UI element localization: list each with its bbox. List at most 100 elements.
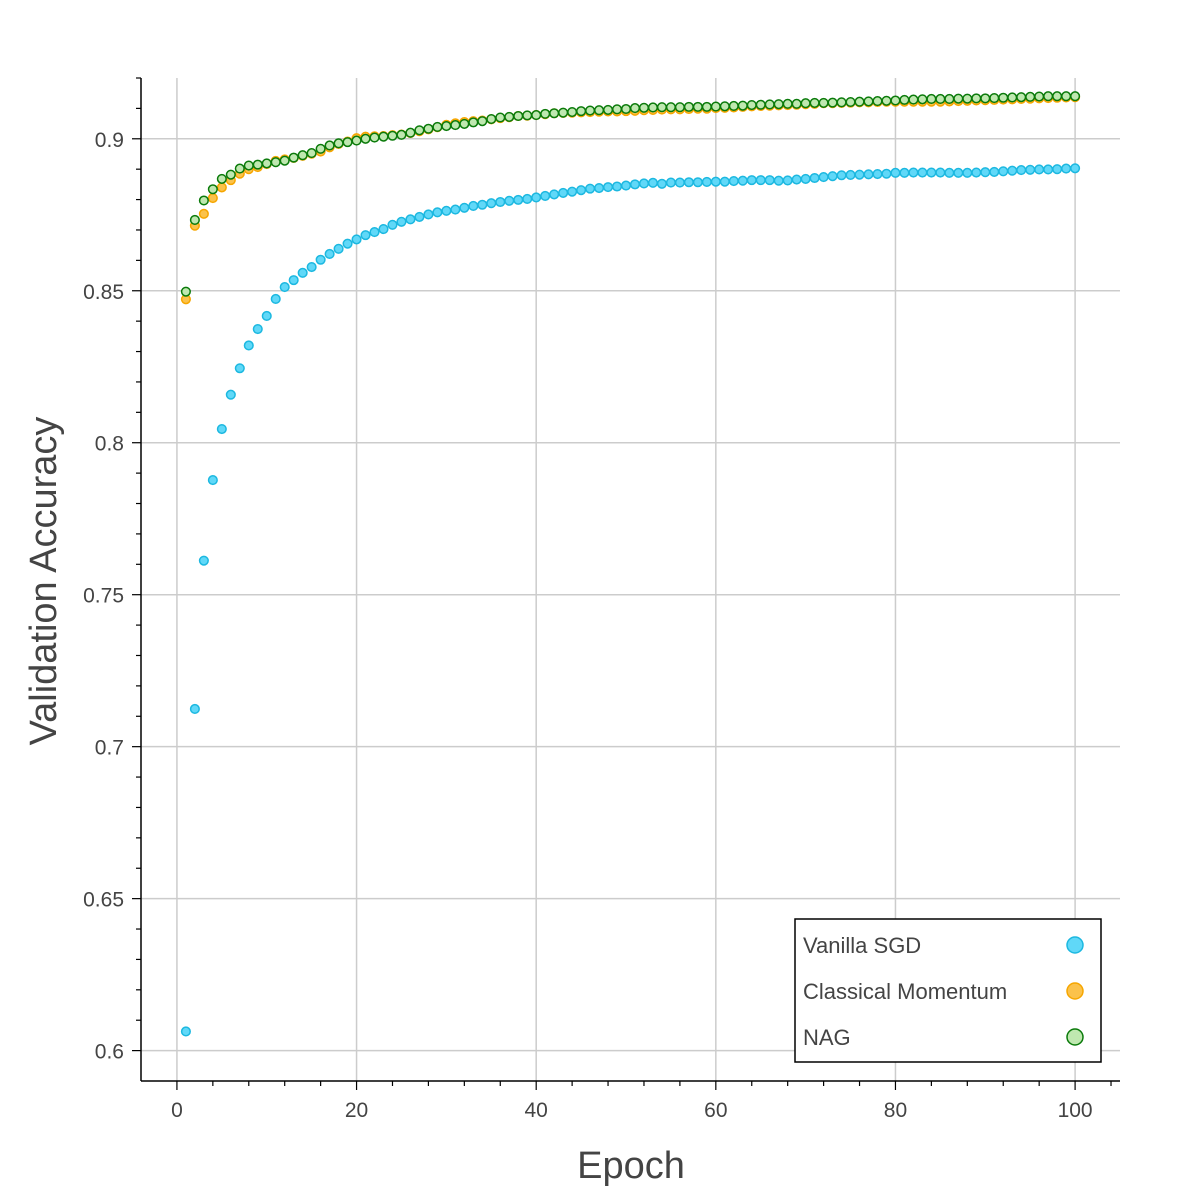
data-point bbox=[656, 178, 667, 189]
data-point bbox=[549, 189, 560, 200]
axes: 0 20 40 60 80 100 0.6 0.65 0.7 0.75 0.8 0.85 0.9 bbox=[83, 77, 1120, 1122]
data-point bbox=[225, 389, 236, 400]
data-point bbox=[1043, 164, 1054, 175]
data-point bbox=[189, 703, 200, 715]
data-point bbox=[656, 102, 667, 113]
y-tick-label: 0.8 bbox=[95, 433, 124, 456]
x-tick-label: 20 bbox=[345, 1099, 368, 1122]
data-point bbox=[441, 120, 452, 132]
data-point bbox=[342, 137, 353, 148]
data-point bbox=[1070, 91, 1081, 102]
data-point bbox=[935, 93, 946, 105]
data-point bbox=[243, 340, 254, 351]
data-point bbox=[315, 254, 326, 265]
data-point bbox=[647, 102, 659, 113]
data-point bbox=[719, 176, 730, 187]
data-point bbox=[351, 135, 362, 146]
data-point bbox=[683, 177, 694, 188]
data-point bbox=[324, 248, 335, 260]
x-tick-label: 100 bbox=[1058, 1099, 1093, 1122]
data-point bbox=[773, 99, 784, 110]
data-point bbox=[809, 172, 820, 184]
data-point bbox=[450, 204, 461, 215]
data-point bbox=[567, 106, 578, 118]
x-tick-label: 80 bbox=[884, 1099, 907, 1122]
data-point bbox=[198, 208, 209, 219]
data-point bbox=[468, 200, 479, 212]
series-nag bbox=[180, 91, 1081, 297]
data-point bbox=[746, 100, 757, 111]
data-point bbox=[1025, 164, 1036, 175]
data-point bbox=[863, 96, 874, 107]
data-point bbox=[549, 108, 560, 119]
data-point bbox=[809, 97, 820, 108]
data-point bbox=[935, 167, 946, 178]
y-tick-label: 0.75 bbox=[83, 585, 124, 608]
data-point bbox=[863, 169, 874, 180]
data-point bbox=[629, 103, 641, 114]
data-point bbox=[225, 169, 236, 180]
data-point bbox=[432, 207, 443, 218]
data-point bbox=[405, 127, 416, 138]
data-point bbox=[378, 224, 389, 235]
data-point bbox=[683, 101, 694, 112]
data-point bbox=[737, 100, 748, 111]
data-point bbox=[962, 167, 973, 178]
data-point bbox=[827, 171, 838, 182]
data-points bbox=[180, 91, 1081, 1037]
legend-box bbox=[794, 918, 1102, 1063]
data-point bbox=[594, 182, 605, 194]
series-vanilla-sgd bbox=[180, 163, 1081, 1037]
data-point bbox=[998, 166, 1009, 177]
data-point bbox=[288, 152, 299, 163]
data-point bbox=[207, 475, 218, 486]
data-point bbox=[1007, 92, 1018, 103]
data-point bbox=[297, 150, 308, 161]
data-point bbox=[719, 101, 730, 112]
data-point bbox=[620, 180, 632, 191]
y-axis-title: Validation Accuracy bbox=[23, 417, 65, 746]
data-point bbox=[692, 101, 703, 112]
data-point bbox=[728, 175, 739, 187]
data-point bbox=[926, 167, 937, 178]
data-point bbox=[674, 102, 685, 113]
data-point bbox=[441, 205, 452, 216]
data-point bbox=[585, 183, 596, 194]
legend-label: NAG bbox=[803, 1025, 851, 1050]
data-point bbox=[701, 176, 712, 187]
data-point bbox=[755, 99, 766, 110]
data-point bbox=[845, 96, 856, 108]
data-point bbox=[1070, 163, 1081, 174]
data-point bbox=[531, 110, 542, 121]
data-point bbox=[917, 94, 928, 105]
legend-label: Classical Momentum bbox=[803, 979, 1007, 1004]
data-point bbox=[261, 310, 272, 322]
data-point bbox=[513, 110, 524, 122]
data-point bbox=[252, 159, 263, 170]
data-point bbox=[638, 102, 650, 113]
data-point bbox=[180, 1026, 191, 1037]
y-tick-label: 0.7 bbox=[95, 737, 124, 760]
data-point bbox=[180, 286, 191, 297]
legend-label: Vanilla SGD bbox=[803, 933, 921, 958]
x-tick-label: 0 bbox=[171, 1099, 183, 1122]
data-point bbox=[387, 219, 398, 230]
y-tick-label: 0.85 bbox=[83, 281, 124, 304]
data-point bbox=[746, 175, 757, 186]
data-point bbox=[926, 93, 937, 105]
data-point bbox=[207, 184, 218, 195]
y-tick-label: 0.6 bbox=[95, 1041, 124, 1064]
data-point bbox=[594, 105, 605, 116]
data-point bbox=[297, 267, 308, 278]
data-point bbox=[908, 94, 919, 105]
data-point bbox=[899, 94, 910, 105]
data-point bbox=[576, 106, 587, 117]
grid bbox=[141, 78, 1120, 1081]
data-point bbox=[782, 175, 793, 186]
data-point bbox=[414, 211, 425, 222]
data-point bbox=[486, 198, 497, 209]
data-point bbox=[881, 168, 892, 179]
data-point bbox=[854, 169, 865, 180]
data-point bbox=[504, 195, 515, 206]
